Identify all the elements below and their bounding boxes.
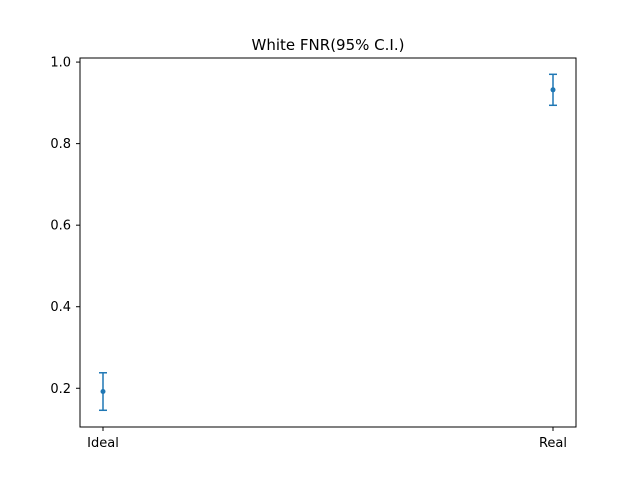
y-tick-label: 0.4 [50,300,71,315]
x-tick-label: Real [539,436,567,451]
x-tick-label: Ideal [87,436,119,451]
data-point [100,389,106,395]
y-tick-label: 1.0 [50,56,71,71]
marks-layer [99,73,557,412]
y-tick-label: 0.2 [50,382,71,397]
data-point [550,87,556,93]
y-tick-label: 0.6 [50,219,71,234]
chart-title: White FNR(95% C.I.) [252,36,405,54]
plot-frame [79,57,577,428]
y-tick-label: 0.8 [50,137,71,152]
axes-layer: 0.2 0.4 0.6 0.8 1.0 Ideal Real [50,56,567,451]
